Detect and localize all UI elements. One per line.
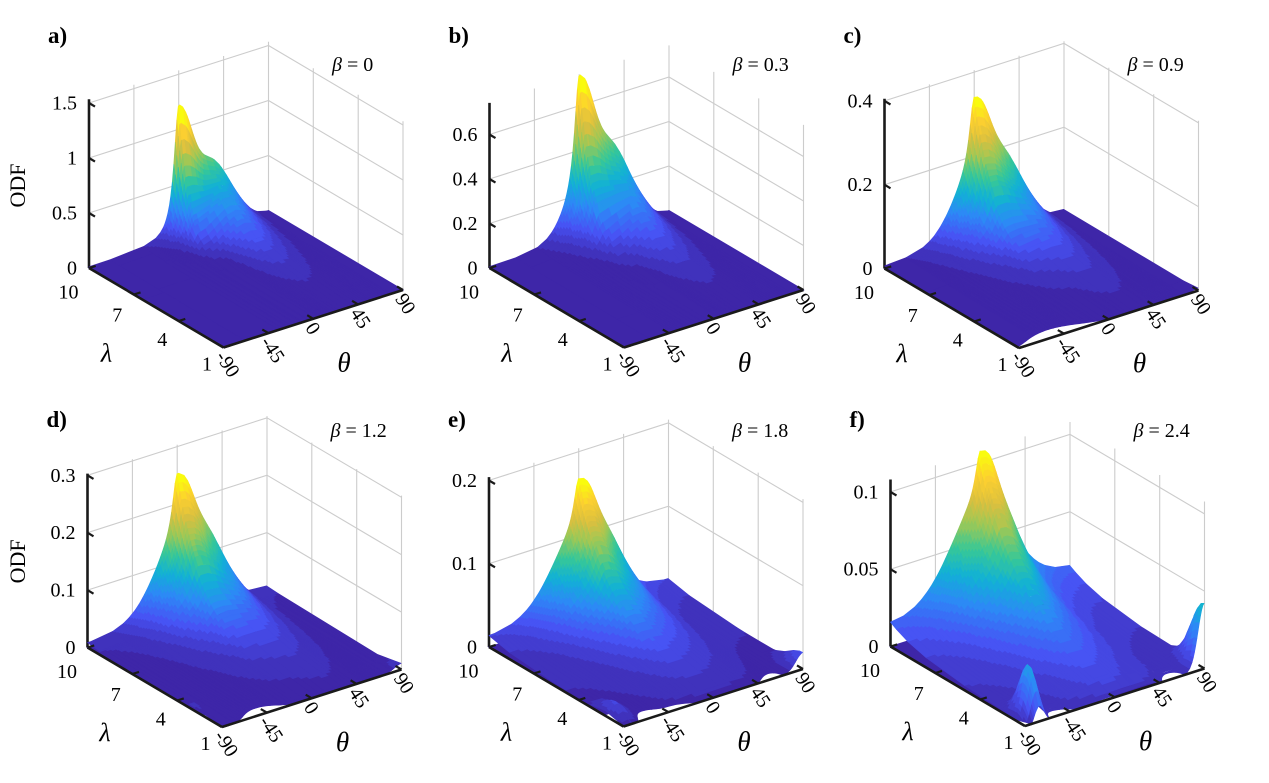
svg-text:θ: θ bbox=[737, 727, 750, 757]
svg-text:f): f) bbox=[850, 407, 865, 432]
svg-text:0: 0 bbox=[863, 258, 873, 280]
svg-text:0.2: 0.2 bbox=[453, 213, 478, 235]
svg-text:ODF: ODF bbox=[5, 539, 30, 583]
svg-text:0.2: 0.2 bbox=[51, 522, 76, 544]
svg-text:θ: θ bbox=[1133, 348, 1146, 378]
svg-text:7: 7 bbox=[513, 305, 523, 327]
svg-text:0.1: 0.1 bbox=[452, 553, 477, 575]
svg-text:d): d) bbox=[47, 407, 67, 432]
svg-text:0.3: 0.3 bbox=[51, 465, 76, 487]
svg-text:β = 0: β = 0 bbox=[331, 54, 373, 76]
svg-text:10: 10 bbox=[59, 282, 79, 304]
svg-text:β = 0.3: β = 0.3 bbox=[732, 54, 789, 76]
svg-text:0.6: 0.6 bbox=[453, 124, 478, 146]
svg-text:1: 1 bbox=[998, 354, 1008, 376]
svg-text:0.4: 0.4 bbox=[848, 90, 873, 112]
svg-text:1: 1 bbox=[603, 354, 613, 376]
svg-text:θ: θ bbox=[336, 727, 349, 757]
svg-text:7: 7 bbox=[908, 305, 918, 327]
svg-text:β = 1.2: β = 1.2 bbox=[330, 420, 387, 442]
svg-text:λ: λ bbox=[500, 339, 512, 368]
svg-text:λ: λ bbox=[895, 339, 907, 368]
svg-text:7: 7 bbox=[112, 305, 122, 327]
svg-text:10: 10 bbox=[57, 661, 77, 683]
svg-text:0.5: 0.5 bbox=[52, 203, 77, 225]
svg-text:0: 0 bbox=[869, 636, 879, 658]
svg-text:0: 0 bbox=[468, 258, 478, 280]
svg-text:0: 0 bbox=[66, 637, 76, 659]
svg-text:4: 4 bbox=[156, 709, 166, 731]
svg-text:e): e) bbox=[448, 407, 466, 432]
svg-text:0.1: 0.1 bbox=[854, 481, 879, 503]
svg-text:0.4: 0.4 bbox=[453, 169, 478, 191]
svg-text:c): c) bbox=[844, 23, 862, 48]
svg-text:4: 4 bbox=[157, 329, 167, 351]
svg-text:0.2: 0.2 bbox=[848, 174, 873, 196]
svg-text:1: 1 bbox=[602, 733, 612, 755]
svg-text:10: 10 bbox=[459, 661, 479, 683]
svg-text:0.05: 0.05 bbox=[844, 559, 879, 581]
svg-text:0: 0 bbox=[467, 637, 477, 659]
svg-text:4: 4 bbox=[557, 708, 567, 730]
svg-text:10: 10 bbox=[860, 660, 880, 682]
svg-text:1: 1 bbox=[1004, 732, 1014, 754]
svg-text:β = 0.9: β = 0.9 bbox=[1127, 54, 1184, 76]
svg-text:θ: θ bbox=[738, 348, 751, 378]
svg-text:ODF: ODF bbox=[5, 163, 30, 207]
svg-text:0.1: 0.1 bbox=[51, 580, 76, 602]
svg-text:b): b) bbox=[449, 23, 469, 48]
svg-text:1: 1 bbox=[201, 733, 211, 755]
svg-text:1: 1 bbox=[202, 354, 212, 376]
svg-text:a): a) bbox=[48, 23, 67, 48]
svg-text:4: 4 bbox=[953, 330, 963, 352]
svg-text:1: 1 bbox=[67, 148, 77, 170]
svg-text:7: 7 bbox=[512, 684, 522, 706]
svg-text:λ: λ bbox=[500, 718, 512, 747]
svg-text:7: 7 bbox=[111, 684, 121, 706]
svg-text:0: 0 bbox=[67, 258, 77, 280]
svg-text:4: 4 bbox=[959, 708, 969, 730]
svg-text:10: 10 bbox=[459, 282, 479, 304]
svg-text:β = 1.8: β = 1.8 bbox=[731, 420, 788, 442]
svg-text:0.2: 0.2 bbox=[452, 470, 477, 492]
svg-text:4: 4 bbox=[558, 329, 568, 351]
svg-text:10: 10 bbox=[854, 282, 874, 304]
svg-text:λ: λ bbox=[901, 717, 913, 746]
svg-text:λ: λ bbox=[98, 718, 110, 747]
svg-text:β = 2.4: β = 2.4 bbox=[1133, 420, 1190, 442]
svg-text:λ: λ bbox=[100, 339, 112, 368]
svg-text:7: 7 bbox=[914, 683, 924, 705]
svg-text:θ: θ bbox=[1139, 726, 1152, 756]
svg-text:1.5: 1.5 bbox=[52, 93, 77, 115]
svg-text:θ: θ bbox=[337, 348, 350, 378]
